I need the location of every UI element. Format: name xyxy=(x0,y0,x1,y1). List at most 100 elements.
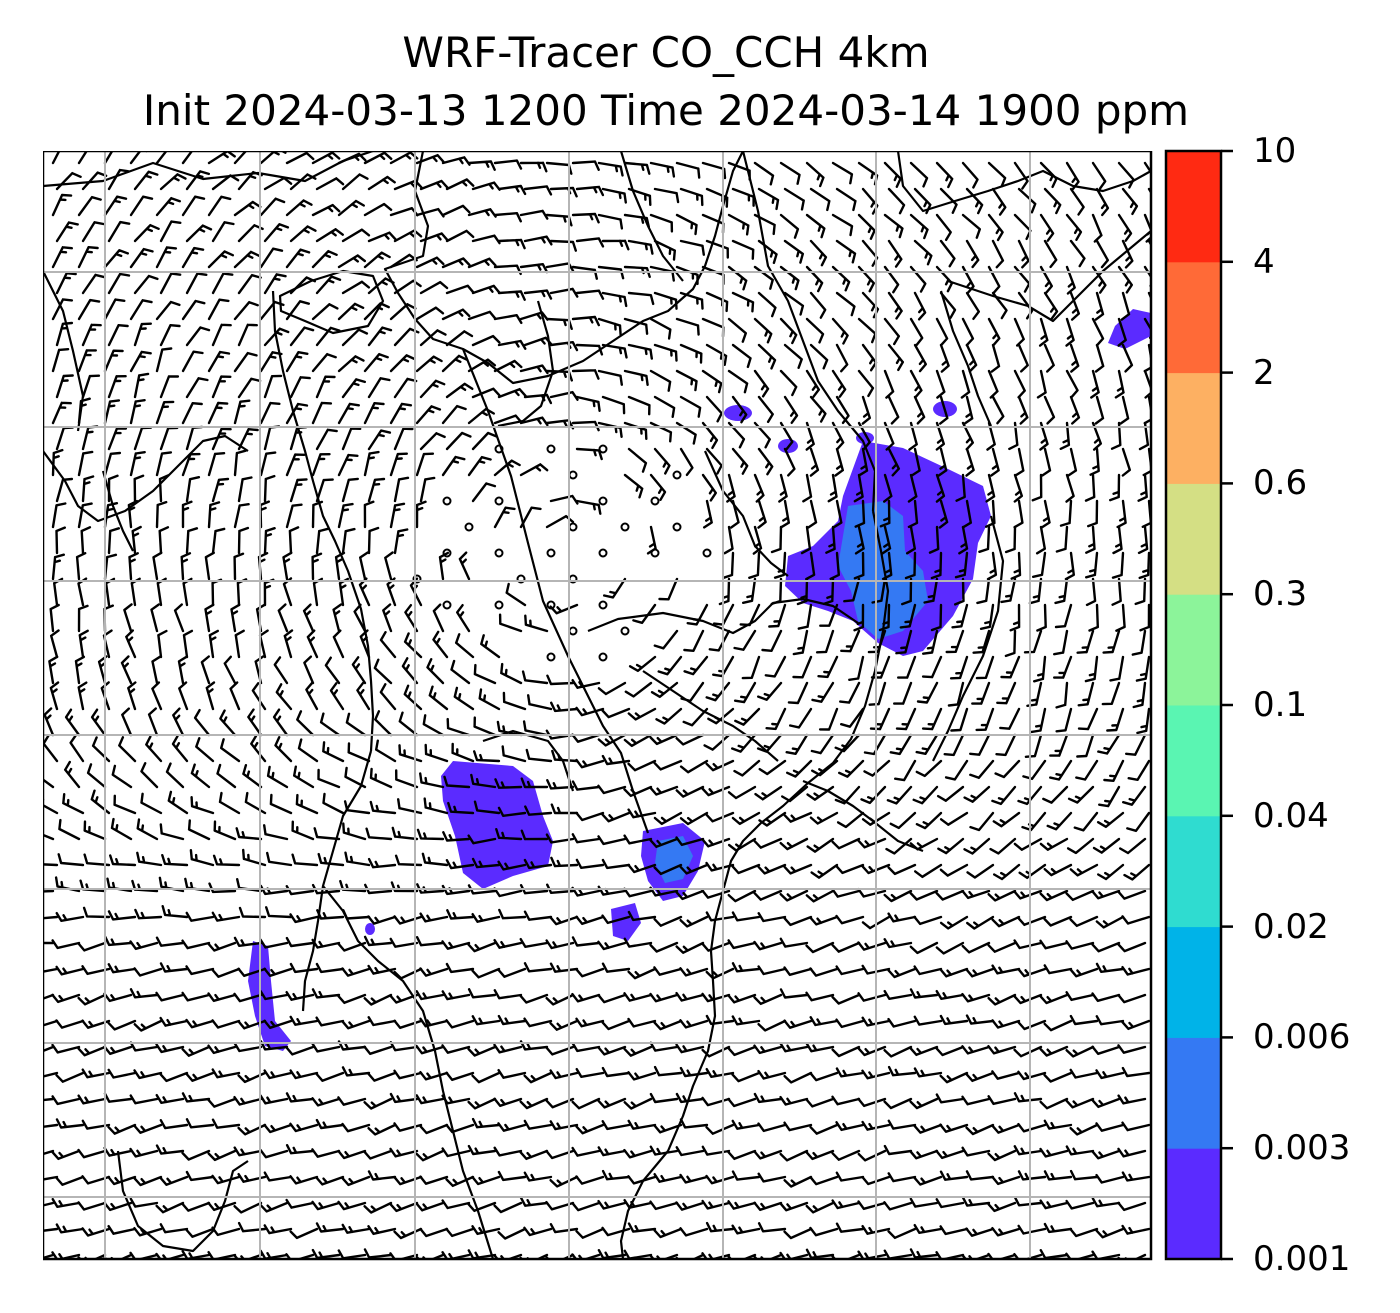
wind-barb xyxy=(81,221,105,243)
wind-barb xyxy=(727,213,750,236)
wind-barb xyxy=(43,734,59,763)
wind-barb xyxy=(921,707,943,731)
wind-barb xyxy=(1040,499,1051,529)
wind-barb xyxy=(233,1042,263,1053)
wind-barb xyxy=(913,915,943,926)
wind-barb xyxy=(389,1201,419,1213)
wind-barb xyxy=(550,803,579,815)
wind-barb xyxy=(345,712,367,737)
wind-barb xyxy=(987,213,1004,242)
wind-barb xyxy=(990,343,1001,373)
wind-barb xyxy=(597,369,623,386)
wind-barb xyxy=(80,526,92,555)
wind-barb xyxy=(779,1149,809,1162)
wind-barb xyxy=(810,733,835,755)
wind-barb xyxy=(1067,785,1095,804)
wind-barb xyxy=(337,254,366,269)
wind-barb xyxy=(861,1175,891,1186)
wind-barb xyxy=(341,173,369,191)
wind-barb xyxy=(263,327,290,347)
wind-barb xyxy=(136,851,163,867)
wind-barb xyxy=(675,836,705,846)
border-line-6 xyxy=(43,270,85,432)
wind-barb xyxy=(961,317,975,347)
wind-barb xyxy=(965,1227,995,1237)
wind-barb xyxy=(363,1097,393,1110)
wind-barb xyxy=(419,432,446,451)
wind-barb xyxy=(269,793,293,815)
wind-barb xyxy=(109,854,137,867)
wind-barb xyxy=(1117,1253,1147,1259)
wind-barb xyxy=(129,299,153,321)
wind-barb xyxy=(315,177,345,191)
wind-barb xyxy=(623,937,653,948)
wind-barb xyxy=(627,1119,657,1130)
wind-barb xyxy=(829,551,840,580)
wind-barb xyxy=(181,350,204,373)
wind-barb xyxy=(185,1170,215,1182)
wind-barb xyxy=(77,1045,107,1057)
wind-barb xyxy=(910,447,921,477)
wind-barb xyxy=(727,369,749,394)
wind-barb xyxy=(783,447,796,477)
wind-barb xyxy=(1098,785,1121,808)
wind-barb xyxy=(883,369,895,399)
wind-barb xyxy=(783,343,803,369)
wind-barb xyxy=(1091,1097,1121,1108)
wind-barb xyxy=(363,151,393,165)
wind-barb xyxy=(703,733,731,751)
wind-barb xyxy=(712,603,735,626)
wind-barb xyxy=(727,421,746,449)
wind-barb xyxy=(817,655,839,679)
wind-barb xyxy=(679,915,709,928)
wind-barb xyxy=(441,940,471,950)
wind-barb xyxy=(43,1149,55,1156)
wind-barb xyxy=(854,525,865,555)
wind-barb xyxy=(961,1146,991,1157)
wind-barb xyxy=(110,817,133,841)
wind-barb xyxy=(649,837,679,848)
wind-barb xyxy=(597,317,622,336)
wind-barb xyxy=(1054,577,1069,605)
wind-barb xyxy=(389,1092,419,1104)
wind-barb xyxy=(938,499,949,529)
wind-barb xyxy=(419,232,449,243)
wind-barb xyxy=(1067,447,1078,477)
wind-barb xyxy=(887,447,900,477)
wind-barb xyxy=(1010,551,1022,580)
wind-barb xyxy=(1085,577,1097,607)
wind-barb xyxy=(835,1121,865,1131)
wind-barb xyxy=(48,655,59,685)
wind-barb xyxy=(259,1201,289,1213)
wind-barb xyxy=(291,853,319,867)
wind-barb xyxy=(913,343,927,373)
wind-barb xyxy=(244,791,267,815)
wind-barb xyxy=(1112,525,1123,555)
wind-barb xyxy=(211,272,234,295)
wind-barb xyxy=(159,1175,189,1186)
wind-barb xyxy=(81,323,102,347)
wind-barb xyxy=(597,993,627,1004)
wind-barb xyxy=(805,1097,835,1108)
wind-barb xyxy=(1117,1147,1147,1158)
wind-barb xyxy=(527,694,553,711)
tracer-patch-southwest xyxy=(611,903,641,941)
wind-barb xyxy=(887,1017,917,1028)
wind-barb xyxy=(43,1123,59,1129)
colorbar-tick-label: 4 xyxy=(1253,241,1275,282)
wind-barb xyxy=(990,447,1000,477)
wind-barb xyxy=(623,834,653,845)
wind-barb xyxy=(939,863,969,877)
border-line-15 xyxy=(932,515,1005,762)
wind-barb xyxy=(208,629,219,659)
wind-barb xyxy=(909,369,923,399)
wind-barb xyxy=(831,213,854,237)
wind-barb xyxy=(909,1197,939,1208)
wind-barb xyxy=(129,195,154,217)
wind-barb xyxy=(1043,1019,1073,1032)
wind-barb xyxy=(233,1146,263,1157)
wind-barb xyxy=(627,707,657,721)
wind-barb xyxy=(939,1170,969,1181)
wind-barb xyxy=(825,525,836,554)
wind-barb xyxy=(337,302,365,321)
